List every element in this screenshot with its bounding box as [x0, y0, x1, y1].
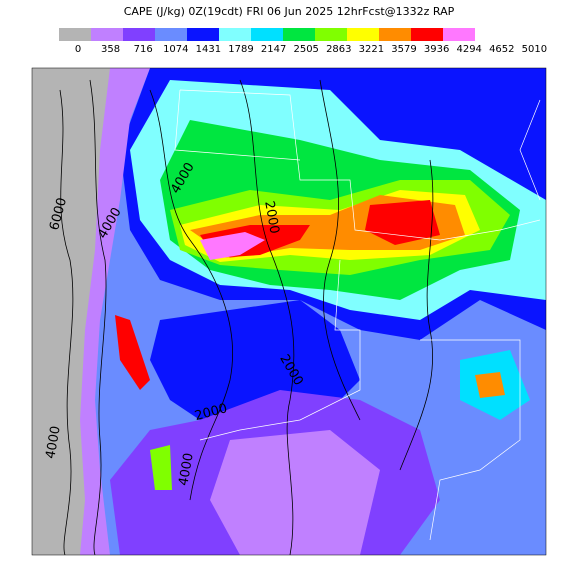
colorbar-label: 358: [101, 44, 120, 55]
colorbar-swatch: [59, 28, 91, 41]
colorbar-swatch: [91, 28, 123, 41]
field-pink: [200, 232, 265, 260]
contour-label: 2000: [261, 200, 282, 235]
contour-label: 4000: [43, 425, 64, 460]
colorbar-swatch: [123, 28, 155, 41]
colorbar-label: 2863: [326, 44, 351, 55]
colorbar-swatch: [411, 28, 443, 41]
colorbar-swatch: [347, 28, 379, 41]
colorbar-swatch: [219, 28, 251, 41]
colorbar-swatch: [283, 28, 315, 41]
field-yellowgreen-2: [150, 445, 172, 490]
colorbar-label: 3579: [391, 44, 416, 55]
colorbar-label: 2505: [293, 44, 318, 55]
colorbar-label: 0: [75, 44, 81, 55]
colorbar: 0 358 716 1074 1431 1789 2147 2505 2863 3221 3579 3…: [59, 28, 547, 55]
colorbar-swatch: [187, 28, 219, 41]
title: CAPE (J/kg) 0Z(19cdt) FRI 06 Jun 2025 12…: [124, 5, 455, 18]
contour-label: 4000: [176, 452, 197, 487]
colorbar-swatch: [443, 28, 475, 41]
colorbar-label: 5010: [522, 44, 547, 55]
colorbar-label: 3221: [359, 44, 384, 55]
colorbar-label: 3936: [424, 44, 449, 55]
field-red: [200, 200, 440, 258]
field-orange-2: [475, 372, 505, 398]
borders: [174, 89, 541, 541]
map-frame: [31, 67, 547, 556]
colorbar-label: 4652: [489, 44, 514, 55]
colorbar-label: 716: [134, 44, 153, 55]
contours: [59, 79, 434, 555]
colorbar-label: 1789: [228, 44, 253, 55]
colorbar-label: 1431: [196, 44, 221, 55]
colorbar-label: 4294: [456, 44, 481, 55]
colorbar-swatch: [315, 28, 347, 41]
field-lightviolet: [210, 430, 380, 555]
colorbar-swatch: [251, 28, 283, 41]
colorbar-label: 2147: [261, 44, 286, 55]
colorbar-label: 1074: [163, 44, 188, 55]
colorbar-swatch: [379, 28, 411, 41]
field-red-2: [115, 315, 150, 390]
field-gray-west: [32, 68, 110, 555]
colorbar-swatch: [155, 28, 187, 41]
field-blue-2: [150, 300, 360, 420]
